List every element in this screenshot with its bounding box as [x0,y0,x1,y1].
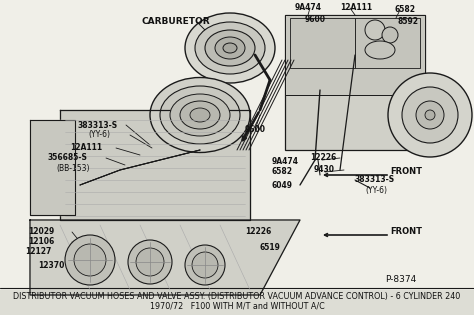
Circle shape [425,110,435,120]
Circle shape [128,240,172,284]
Bar [355,18,420,68]
Text: 12029: 12029 [28,227,54,237]
Text: 12A111: 12A111 [340,3,372,13]
Text: (BB-153): (BB-153) [56,163,90,173]
Text: 12226: 12226 [310,153,336,163]
Text: 6582: 6582 [272,168,293,176]
Text: P-8374: P-8374 [385,276,416,284]
Ellipse shape [195,22,265,74]
Text: 9A474: 9A474 [272,158,299,167]
Text: 8592: 8592 [398,18,419,26]
Text: 9600: 9600 [245,125,266,135]
Bar [285,15,425,95]
Text: 356685-S: 356685-S [48,153,88,163]
Bar [290,18,355,68]
Text: FRONT: FRONT [390,227,422,237]
Text: 9A474: 9A474 [295,3,322,13]
Circle shape [388,73,472,157]
Ellipse shape [185,13,275,83]
Circle shape [365,20,385,40]
Text: 12106: 12106 [28,238,54,247]
Ellipse shape [205,30,255,66]
Text: 12370: 12370 [38,261,64,270]
Ellipse shape [170,94,230,136]
Ellipse shape [160,86,240,144]
Circle shape [382,27,398,43]
Text: 12127: 12127 [25,248,51,256]
Ellipse shape [150,77,250,152]
Circle shape [402,87,458,143]
Text: 12A111: 12A111 [70,144,102,152]
Ellipse shape [180,101,220,129]
Circle shape [74,244,106,276]
Text: DISTRIBUTOR VACUUM HOSES AND VALVE ASSY. (DISTRIBUTOR VACUUM ADVANCE CONTROL) - : DISTRIBUTOR VACUUM HOSES AND VALVE ASSY.… [13,291,461,301]
Circle shape [192,252,218,278]
Text: 6519: 6519 [260,243,281,253]
Polygon shape [30,220,300,295]
Text: 6049: 6049 [272,180,293,190]
Ellipse shape [215,37,245,59]
Text: FRONT: FRONT [390,168,422,176]
Text: CARBURETOR: CARBURETOR [142,18,210,26]
Polygon shape [60,110,250,220]
Bar [285,15,425,150]
Polygon shape [30,120,75,215]
Text: 12226: 12226 [245,227,271,237]
Text: 383313-S: 383313-S [355,175,395,185]
Text: 6582: 6582 [395,5,416,14]
Ellipse shape [190,108,210,122]
Ellipse shape [223,43,237,53]
Circle shape [65,235,115,285]
Text: (YY-6): (YY-6) [88,130,110,140]
Circle shape [136,248,164,276]
Text: (YY-6): (YY-6) [365,186,387,194]
Ellipse shape [365,41,395,59]
Text: 383313-S: 383313-S [78,121,118,129]
Text: 9600: 9600 [305,15,326,25]
Text: 9430: 9430 [314,165,335,175]
Circle shape [416,101,444,129]
Text: 1970/72   F100 WITH M/T and WITHOUT A/C: 1970/72 F100 WITH M/T and WITHOUT A/C [150,301,324,311]
Circle shape [185,245,225,285]
